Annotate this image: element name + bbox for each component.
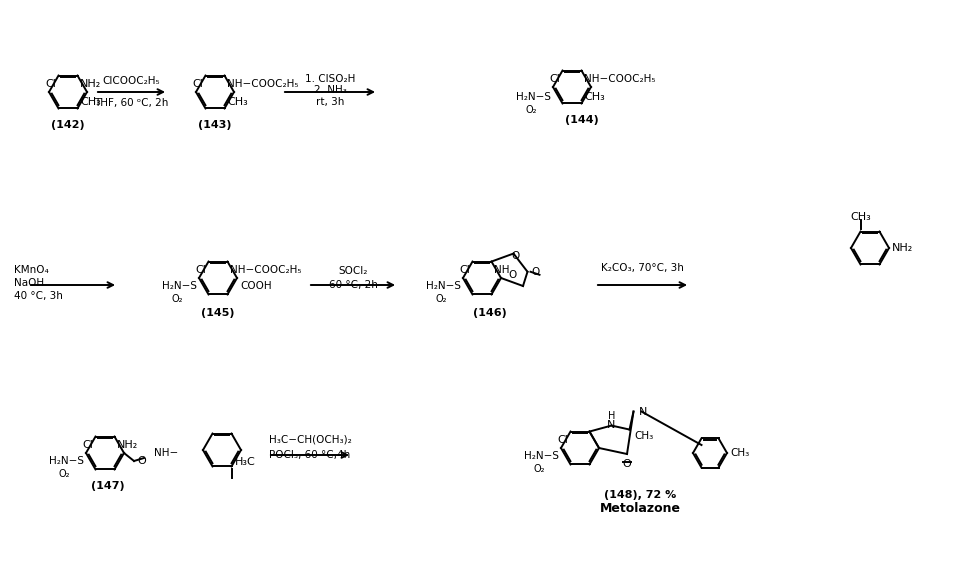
- Text: CH₃: CH₃: [227, 97, 248, 107]
- Text: POCl₃, 60 °C,4h: POCl₃, 60 °C,4h: [269, 450, 350, 460]
- Text: THF, 60 ᵒC, 2h: THF, 60 ᵒC, 2h: [94, 98, 168, 108]
- Text: Cl: Cl: [193, 79, 203, 89]
- Text: H: H: [607, 411, 615, 420]
- Text: O: O: [511, 251, 520, 261]
- Text: (146): (146): [473, 308, 507, 318]
- Text: (147): (147): [91, 481, 125, 491]
- Text: Cl: Cl: [83, 440, 94, 450]
- Text: O: O: [532, 267, 540, 277]
- Text: K₂CO₃, 70°C, 3h: K₂CO₃, 70°C, 3h: [601, 263, 684, 273]
- Text: COOH: COOH: [240, 281, 271, 291]
- Text: CH₃: CH₃: [584, 92, 605, 102]
- Text: NH−COOC₂H₅: NH−COOC₂H₅: [229, 265, 301, 275]
- Text: SOCl₂: SOCl₂: [338, 266, 368, 276]
- Text: O₂: O₂: [58, 469, 70, 479]
- Text: O₂: O₂: [533, 464, 544, 474]
- Text: NH: NH: [494, 265, 509, 275]
- Text: H₃C−CH(OCH₃)₂: H₃C−CH(OCH₃)₂: [268, 435, 351, 445]
- Text: (148), 72 %: (148), 72 %: [604, 490, 676, 500]
- Text: KMnO₄: KMnO₄: [14, 265, 49, 275]
- Text: Cl: Cl: [459, 265, 471, 275]
- Text: O: O: [138, 456, 146, 466]
- Text: H₂N−S: H₂N−S: [524, 451, 559, 461]
- Text: NH−COOC₂H₅: NH−COOC₂H₅: [226, 79, 298, 89]
- Text: Cl: Cl: [46, 79, 56, 89]
- Text: O: O: [623, 459, 631, 469]
- Text: CH₃: CH₃: [850, 212, 871, 222]
- Text: (143): (143): [199, 120, 232, 130]
- Text: ClCOOC₂H₅: ClCOOC₂H₅: [102, 76, 159, 86]
- Text: (142): (142): [52, 120, 85, 130]
- Text: O₂: O₂: [525, 105, 537, 115]
- Text: 2. NH₃: 2. NH₃: [313, 85, 347, 95]
- Text: NaOH: NaOH: [14, 278, 44, 288]
- Text: 60 °C, 2h: 60 °C, 2h: [329, 280, 377, 290]
- Text: Metolazone: Metolazone: [600, 502, 681, 515]
- Text: NH₂: NH₂: [117, 440, 138, 450]
- Text: NH−COOC₂H₅: NH−COOC₂H₅: [584, 74, 655, 84]
- Text: H₂N−S: H₂N−S: [49, 456, 84, 466]
- Text: rt, 3h: rt, 3h: [316, 97, 344, 107]
- Text: N: N: [639, 406, 647, 416]
- Text: O: O: [508, 270, 516, 280]
- Text: H₂N−S: H₂N−S: [162, 281, 197, 291]
- Text: H₃C: H₃C: [235, 457, 255, 467]
- Text: NH₂: NH₂: [79, 79, 100, 89]
- Text: CH₃: CH₃: [634, 430, 654, 441]
- Text: 1. ClSO₂H: 1. ClSO₂H: [305, 74, 355, 84]
- Text: NH₂: NH₂: [892, 243, 913, 253]
- Text: O₂: O₂: [171, 294, 182, 304]
- Text: Cl: Cl: [558, 435, 568, 445]
- Text: CH₃: CH₃: [80, 97, 101, 107]
- Text: (144): (144): [565, 115, 599, 125]
- Text: H₂N−S: H₂N−S: [516, 92, 551, 102]
- Text: NH−: NH−: [154, 448, 179, 458]
- Text: 40 °C, 3h: 40 °C, 3h: [14, 291, 63, 301]
- Text: N: N: [607, 420, 616, 429]
- Text: Cl: Cl: [550, 74, 561, 84]
- Text: O₂: O₂: [435, 294, 447, 304]
- Text: Cl: Cl: [196, 265, 206, 275]
- Text: H₂N−S: H₂N−S: [426, 281, 461, 291]
- Text: CH₃: CH₃: [730, 448, 750, 458]
- Text: (145): (145): [202, 308, 235, 318]
